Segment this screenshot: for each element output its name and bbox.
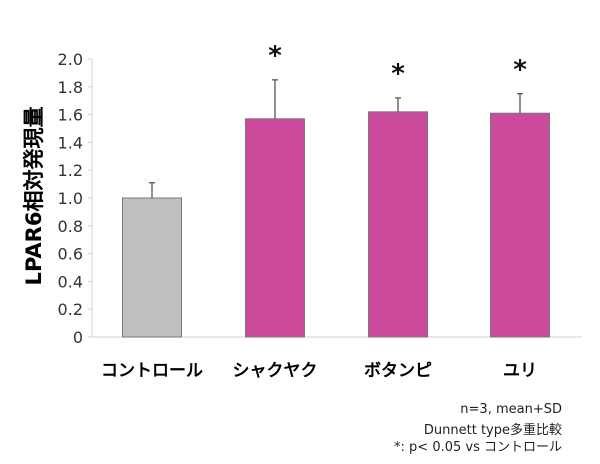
significance-marker: * bbox=[391, 59, 405, 89]
x-category-label: コントロール bbox=[101, 361, 203, 381]
x-category-label: ボタンピ bbox=[364, 361, 432, 381]
x-category-label: ユリ bbox=[503, 361, 537, 381]
y-tick-label: 1.8 bbox=[58, 78, 83, 97]
note-test: Dunnett type多重比較 bbox=[423, 423, 562, 438]
y-tick-label: 0.2 bbox=[58, 300, 83, 319]
note-significance: *: p< 0.05 vs コントロール bbox=[394, 440, 562, 455]
bar-2 bbox=[245, 118, 305, 338]
note-stats: n=3, mean+SD bbox=[460, 402, 562, 417]
bar-3 bbox=[368, 111, 428, 338]
y-tick-label: 0 bbox=[73, 328, 83, 347]
y-tick-label: 0.4 bbox=[58, 272, 83, 291]
y-tick-label: 1.2 bbox=[58, 161, 83, 180]
y-tick-label: 1.6 bbox=[58, 106, 83, 125]
y-tick-label: 1.4 bbox=[58, 133, 83, 152]
bar-chart: 0 0.2 0.4 0.6 0.8 1.0 1.2 1.4 1.6 1.8 2.0 LPAR6相対発現… bbox=[22, 41, 582, 381]
y-tick-label: 1.0 bbox=[58, 189, 83, 208]
y-tick-label: 0.6 bbox=[58, 245, 83, 264]
y-axis-title: LPAR6相対発現量 bbox=[22, 107, 46, 286]
significance-marker: * bbox=[268, 41, 282, 71]
x-category-label: シャクヤク bbox=[233, 361, 318, 381]
y-tick-label: 2.0 bbox=[58, 50, 83, 69]
bar-4 bbox=[490, 112, 550, 338]
y-tick-label: 0.8 bbox=[58, 217, 83, 236]
bar-1 bbox=[122, 197, 182, 338]
significance-marker: * bbox=[513, 55, 527, 85]
